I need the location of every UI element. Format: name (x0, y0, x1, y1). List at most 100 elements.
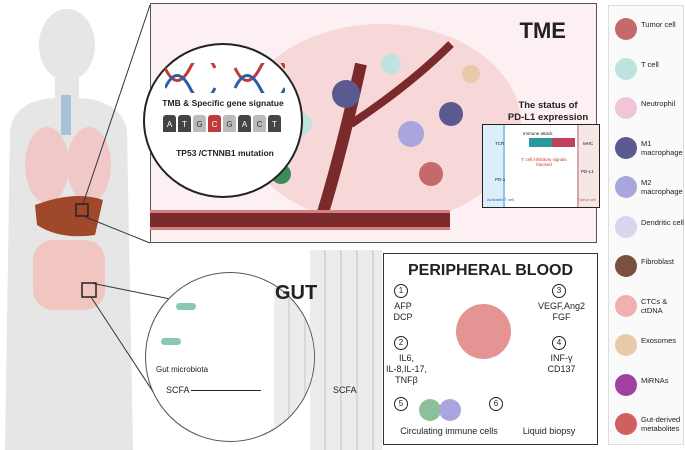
marker: TNFβ (395, 375, 418, 385)
trachea (61, 95, 71, 135)
base: C (253, 115, 266, 132)
item-number: 2 (394, 336, 408, 350)
marker: VEGF,Ang2 (537, 301, 586, 311)
immune-cell-icon (439, 399, 461, 421)
mhc-label: MHC (583, 141, 594, 146)
peripheral-blood-panel: PERIPHERAL BLOOD 1 AFP DCP 2 IL6, IL-8,IL-… (383, 253, 598, 445)
legend-item: Gut-derived metabolites (609, 409, 685, 445)
tcr-label: TCR (495, 141, 505, 146)
legend-swatch-icon (615, 97, 637, 119)
pdl1-title-line2: PD-L1 expression (507, 112, 589, 123)
legend-label: Exosomes (641, 336, 677, 345)
peripheral-blood-title: PERIPHERAL BLOOD (407, 262, 574, 279)
gut-panel: Gut microbiota SCFA (145, 272, 315, 442)
marker-group-3: VEGF,Ang2 FGF (534, 301, 589, 323)
legend-swatch-icon (615, 413, 637, 435)
legend-item: Dendritic cell (609, 212, 685, 248)
legend-item: Fibroblast (609, 251, 685, 287)
tcr-mhc-complex (529, 138, 575, 147)
marker: FGF (552, 312, 571, 322)
scfa-absorbed-label: SCFA (333, 385, 357, 395)
t-cell-label: Activated T cell (487, 197, 514, 202)
bacteria-icon (161, 338, 181, 345)
legend-label: M1 macrophage (641, 138, 683, 157)
dna-icon (165, 63, 285, 93)
liquid-biopsy-label: Liquid biopsy (522, 426, 576, 436)
marker: IL6, (398, 353, 414, 363)
legend-swatch-icon (615, 334, 637, 356)
blocked-label: T cell inhibitory signals blocked (521, 157, 567, 167)
tumor-cell-label: Tumor cell (577, 197, 596, 202)
marker-group-1: AFP DCP (388, 301, 418, 323)
legend-label: CTCs & ctDNA (641, 296, 668, 315)
pdl1-inset: Immune attack TCR MHC T cell inhibitory … (482, 124, 600, 208)
legend-item: Neutrophil (609, 93, 685, 129)
gut-microbiota-label: Gut microbiota (156, 365, 209, 374)
legend-item: M2 macrophage (609, 172, 685, 208)
tumor-cell-icon (456, 304, 511, 359)
item-number: 5 (394, 397, 408, 411)
immune-cell-icon (419, 399, 441, 421)
legend-label: Tumor cell (641, 20, 676, 29)
legend-swatch-icon (615, 57, 637, 80)
legend-swatch-icon (615, 255, 637, 277)
gene-signature-circle: TMB & Specific gene signatue A T G C G A… (143, 43, 303, 198)
legend-item: M1 macrophage (609, 133, 685, 169)
base: A (163, 115, 176, 132)
arrow-icon (191, 390, 261, 391)
human-body-illustration (5, 9, 133, 450)
pdl1-label: PD-L1 (581, 169, 594, 174)
item-number: 3 (552, 284, 566, 298)
legend-label: Fibroblast (641, 257, 674, 266)
gut-title: GUT (275, 282, 318, 304)
item-number: 6 (489, 397, 503, 411)
base-mutated: C (208, 115, 221, 132)
base: G (193, 115, 206, 132)
base: G (223, 115, 236, 132)
lung-left (25, 127, 69, 203)
legend-label: Gut-derived metabolites (641, 415, 681, 433)
lung-right (67, 127, 111, 203)
pd1-label: PD-1 (495, 177, 506, 182)
base: A (238, 115, 251, 132)
pdl1-title-line1: The status of (518, 100, 578, 111)
legend-label: T cell (641, 59, 659, 69)
base-sequence: A T G C G A C T (163, 115, 281, 132)
circulating-immune-cells-label: Circulating immune cells (400, 426, 498, 436)
legend-swatch-icon (615, 373, 637, 396)
marker: IL-8,IL-17, (385, 364, 428, 374)
immune-attack-label: Immune attack (523, 131, 553, 136)
marker-group-4: INF-γ CD137 (539, 353, 584, 375)
legend-label: M2 macrophage (641, 178, 683, 196)
legend-item: Tumor cell (609, 14, 685, 50)
legend-item: CTCs & ctDNA (609, 291, 685, 327)
blood-vessel (150, 210, 450, 230)
item-number: 4 (552, 336, 566, 350)
legend-swatch-icon (615, 215, 637, 238)
legend-item: Exosomes (609, 330, 685, 366)
pdl1-title: The status of PD-L1 expression (498, 100, 598, 124)
scfa-label: SCFA (166, 385, 190, 395)
legend-label: Neutrophil (641, 99, 676, 108)
gut-villi (310, 250, 382, 450)
legend-swatch-icon (615, 136, 637, 159)
marker-group-2: IL6, IL-8,IL-17, TNFβ (384, 353, 429, 386)
legend-item: T cell (609, 54, 685, 90)
legend-label: MiRNAs (641, 375, 669, 385)
intestine (33, 240, 105, 310)
tme-title: TME (519, 18, 566, 43)
legend-swatch-icon (615, 18, 637, 40)
marker: INF-γ (550, 353, 573, 363)
marker: CD137 (547, 364, 576, 374)
bacteria-icon (176, 303, 196, 310)
tmb-label: TMB & Specific gene signatue (162, 98, 284, 108)
legend-label: Dendritic cell (641, 217, 684, 227)
mutation-label: TP53 /CTNNB1 mutation (176, 148, 274, 158)
legend: Tumor cell T cell Neutrophil M1 macrophage M… (608, 5, 684, 445)
base: T (178, 115, 191, 132)
legend-item: MiRNAs (609, 370, 685, 406)
marker: DCP (393, 312, 413, 322)
legend-swatch-icon (615, 294, 637, 317)
legend-swatch-icon (615, 176, 637, 198)
marker: AFP (394, 301, 412, 311)
